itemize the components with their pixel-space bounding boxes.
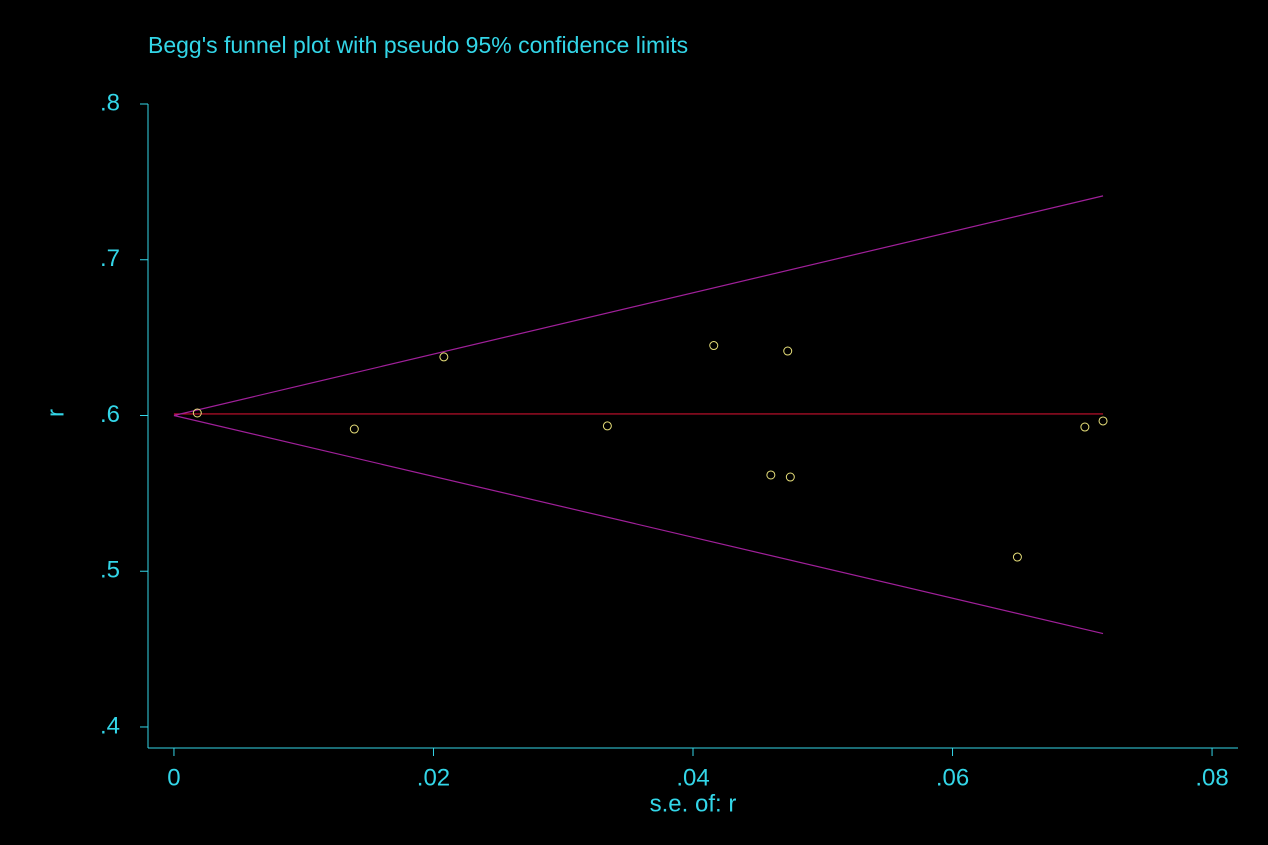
y-tick-label: .5	[100, 557, 120, 584]
data-point	[602, 421, 612, 431]
series-line	[173, 414, 1104, 635]
x-tick-label: 0	[167, 764, 180, 791]
data-point	[783, 346, 793, 356]
y-tick-label: .6	[100, 401, 120, 428]
data-point	[785, 472, 795, 482]
x-tick-label: .08	[1195, 764, 1228, 791]
data-point	[1080, 422, 1090, 432]
y-tick-label: .4	[100, 712, 120, 739]
x-tick-label: .06	[936, 764, 969, 791]
x-tick-label: .02	[417, 764, 450, 791]
series-line	[173, 195, 1104, 417]
data-point	[349, 424, 359, 434]
chart-title: Begg's funnel plot with pseudo 95% confi…	[148, 32, 688, 58]
data-point	[192, 408, 202, 418]
data-point	[766, 470, 776, 480]
data-point	[439, 352, 449, 362]
data-point	[709, 341, 719, 351]
data-point	[1012, 552, 1022, 562]
y-axis-label: r	[42, 409, 69, 417]
y-tick-label: .8	[100, 89, 120, 116]
y-tick-label: .7	[100, 245, 120, 272]
x-axis-label: s.e. of: r	[650, 790, 737, 817]
data-point	[1098, 416, 1108, 426]
x-tick-label: .04	[676, 764, 709, 791]
